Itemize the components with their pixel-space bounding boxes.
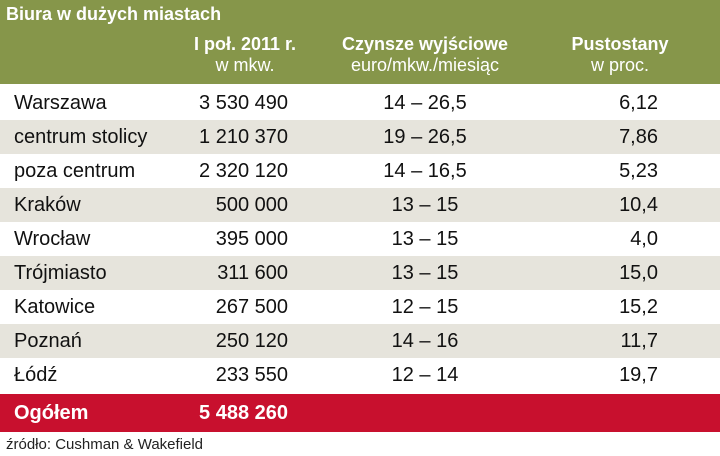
city-cell: Kraków xyxy=(14,194,81,216)
area-cell: 1 210 370 xyxy=(199,126,288,148)
area-cell: 2 320 120 xyxy=(199,160,288,182)
table-row: poza centrum 2 320 120 14 – 16,5 5,23 xyxy=(0,154,720,188)
area-cell: 250 120 xyxy=(215,330,288,352)
city-cell: Trójmiasto xyxy=(14,262,107,284)
rent-cell: 12 – 14 xyxy=(391,364,459,386)
city-cell: centrum stolicy xyxy=(14,126,148,148)
rent-cell: 13 – 15 xyxy=(391,262,459,284)
title: Biura w dużych miastach xyxy=(6,4,222,24)
vacancy-cell: 5,23 xyxy=(619,160,658,182)
column-header-line: Pustostany xyxy=(571,34,669,54)
rent-cell: 13 – 15 xyxy=(391,228,459,250)
city-cell: Łódź xyxy=(14,364,58,386)
vacancy-cell: 4,0 xyxy=(630,228,658,250)
area-cell: 500 000 xyxy=(215,194,288,216)
rent-cell: 19 – 26,5 xyxy=(383,126,467,148)
city-cell: Poznań xyxy=(14,330,82,352)
area-cell: 395 000 xyxy=(215,228,288,250)
rent-cell: 12 – 15 xyxy=(391,296,459,318)
vacancy-cell: 10,4 xyxy=(619,194,658,216)
column-header: I poł. 2011 r. w mkw. xyxy=(135,34,355,76)
vacancy-cell: 11,7 xyxy=(620,330,658,352)
table-row: Wrocław 395 000 13 – 15 4,0 xyxy=(0,222,720,256)
column-header-unit: w proc. xyxy=(590,55,650,75)
rent-cell: 14 – 16,5 xyxy=(383,160,467,182)
area-cell: 233 550 xyxy=(215,364,288,386)
table-row: Katowice 267 500 12 – 15 15,2 xyxy=(0,290,720,324)
city-cell: Warszawa xyxy=(14,92,107,114)
table-row: centrum stolicy 1 210 370 19 – 26,5 7,86 xyxy=(0,120,720,154)
total-label: Ogółem xyxy=(14,402,89,424)
city-cell: Wrocław xyxy=(14,228,91,250)
total-row: Ogółem 5 488 260 xyxy=(0,394,720,432)
vacancy-cell: 7,86 xyxy=(619,126,658,148)
source: źródło: Cushman & Wakefield xyxy=(6,436,204,453)
table-row: Kraków 500 000 13 – 15 10,4 xyxy=(0,188,720,222)
table-row: Warszawa 3 530 490 14 – 26,5 6,12 xyxy=(0,86,720,120)
column-header-unit: euro/mkw./miesiąc xyxy=(350,55,500,75)
area-cell: 267 500 xyxy=(215,296,288,318)
rent-cell: 14 – 26,5 xyxy=(383,92,467,114)
vacancy-cell: 15,0 xyxy=(619,262,658,284)
table-row: Łódź 233 550 12 – 14 19,7 xyxy=(0,358,720,392)
vacancy-cell: 6,12 xyxy=(619,92,658,114)
column-header-unit: w mkw. xyxy=(215,55,275,75)
vacancy-cell: 15,2 xyxy=(619,296,658,318)
city-cell: poza centrum xyxy=(14,160,136,182)
rent-cell: 13 – 15 xyxy=(391,194,459,216)
column-header-line: I poł. 2011 r. xyxy=(193,34,297,54)
table-row: Trójmiasto 311 600 13 – 15 15,0 xyxy=(0,256,720,290)
column-header: Pustostany w proc. xyxy=(510,34,720,76)
table-row: Poznań 250 120 14 – 16 11,7 xyxy=(0,324,720,358)
header-band: Biura w dużych miastach I poł. 2011 r. w … xyxy=(0,0,720,84)
column-header-line: Czynsze wyjściowe xyxy=(341,34,509,54)
rent-cell: 14 – 16 xyxy=(391,330,459,352)
total-value: 5 488 260 xyxy=(199,402,288,424)
column-header: Czynsze wyjściowe euro/mkw./miesiąc xyxy=(315,34,535,76)
city-cell: Katowice xyxy=(14,296,96,318)
area-cell: 311 600 xyxy=(217,262,288,284)
vacancy-cell: 19,7 xyxy=(619,364,658,386)
area-cell: 3 530 490 xyxy=(199,92,288,114)
